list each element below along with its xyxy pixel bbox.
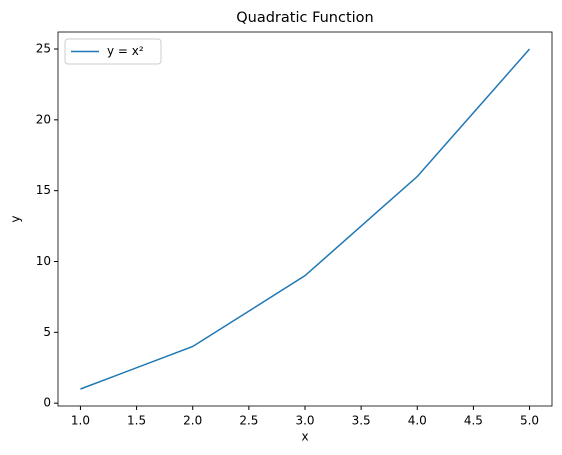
legend-label: y = x² xyxy=(107,44,144,58)
x-tick-label: 4.0 xyxy=(408,414,427,428)
x-tick-label: 1.5 xyxy=(127,414,146,428)
y-tick-label: 25 xyxy=(36,42,51,56)
x-tick-label: 1.0 xyxy=(71,414,90,428)
legend-box xyxy=(64,38,162,65)
data-line xyxy=(80,48,531,390)
x-tick-label: 5.0 xyxy=(520,414,539,428)
x-axis-label: x xyxy=(301,430,308,444)
x-tick-label: 3.5 xyxy=(352,414,371,428)
y-tick-label: 10 xyxy=(36,254,51,268)
x-tick-label: 3.0 xyxy=(295,414,314,428)
chart-title: Quadratic Function xyxy=(236,10,374,26)
y-tick-label: 5 xyxy=(43,325,51,339)
plot-frame xyxy=(57,31,553,407)
y-axis-label: y xyxy=(9,215,23,222)
y-tick-label: 0 xyxy=(43,396,51,410)
y-tick-label: 15 xyxy=(36,183,51,197)
x-tick-label: 2.0 xyxy=(183,414,202,428)
x-tick-label: 2.5 xyxy=(239,414,258,428)
y-tick-label: 20 xyxy=(36,112,51,126)
x-tick-label: 4.5 xyxy=(464,414,483,428)
